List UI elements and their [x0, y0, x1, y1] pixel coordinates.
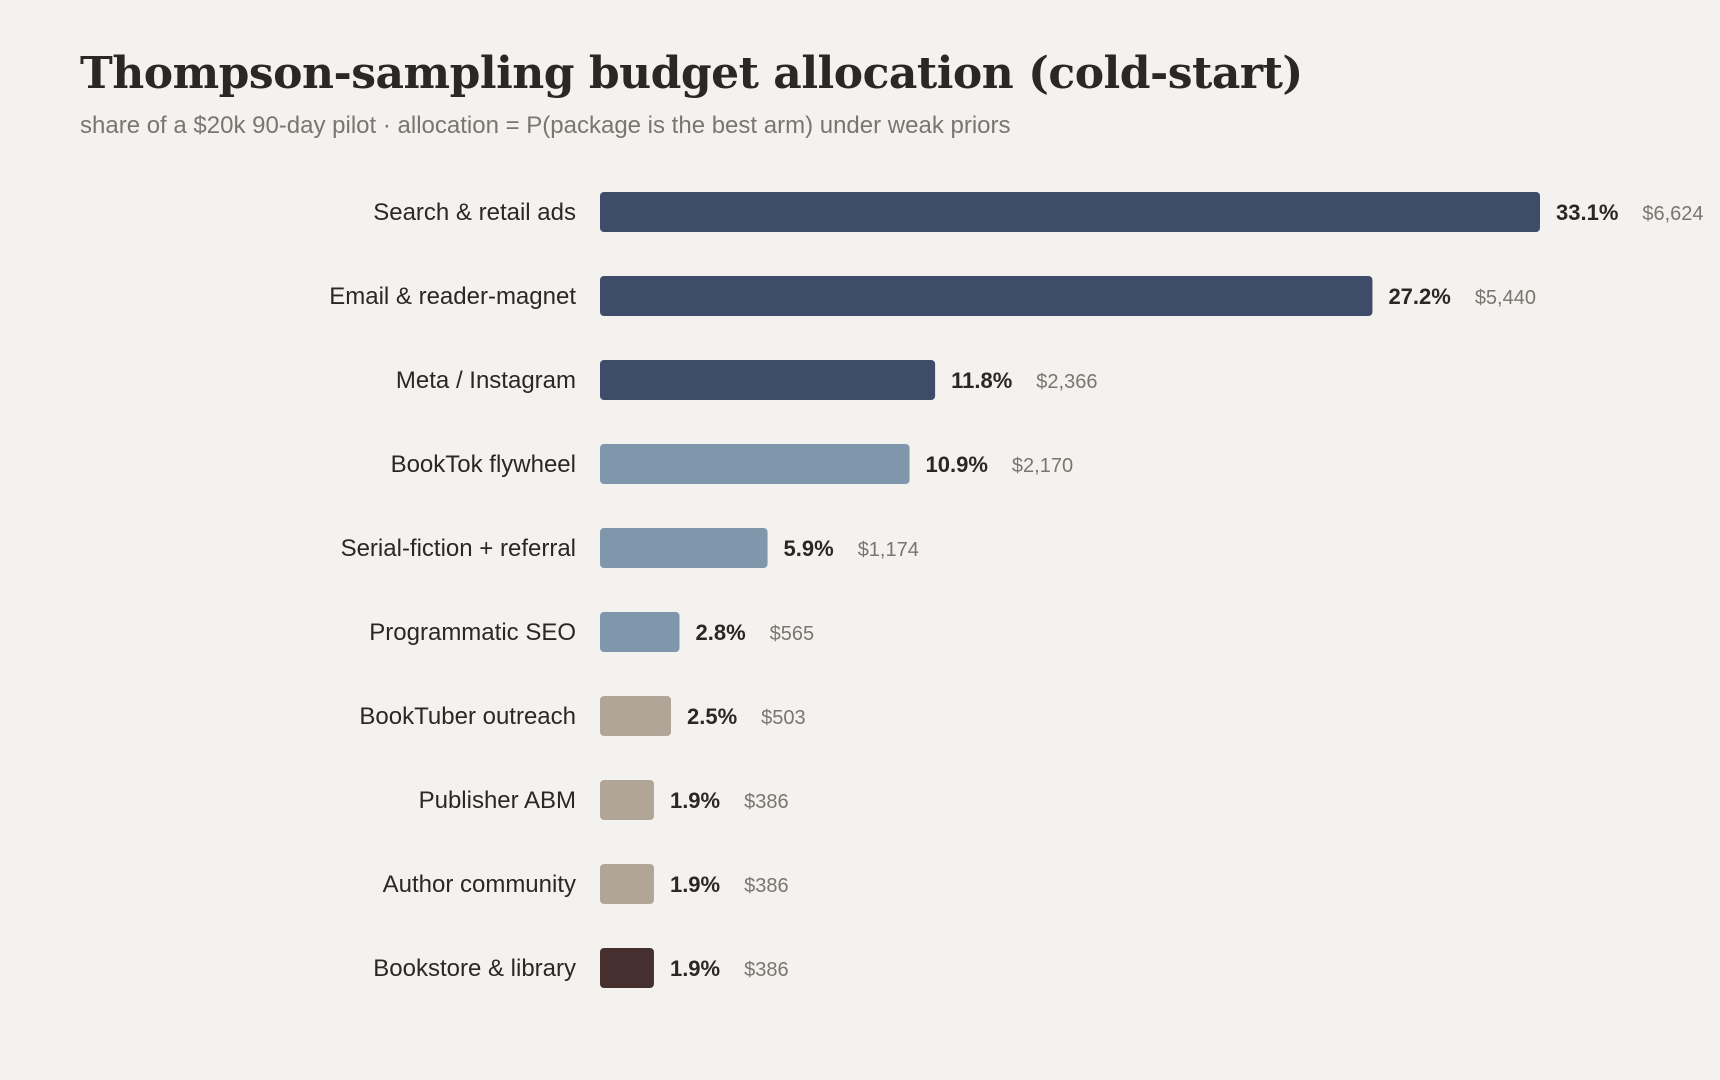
value-label: 1.9% [670, 788, 720, 813]
category-label: Meta / Instagram [396, 367, 576, 394]
amount-label: $386 [744, 791, 789, 813]
bar-row: Programmatic SEO 2.8% $565 [369, 612, 814, 652]
category-label: Author community [383, 871, 576, 898]
amount-label: $5,440 [1475, 287, 1536, 309]
value-label: 1.9% [670, 872, 720, 897]
value-label: 2.8% [696, 620, 746, 645]
amount-label: $1,174 [858, 539, 919, 561]
bar [600, 444, 910, 484]
chart-title: Thompson-sampling budget allocation (col… [80, 48, 1303, 99]
amount-label: $386 [744, 875, 789, 897]
bar-row: BookTok flywheel 10.9% $2,170 [391, 444, 1073, 484]
bar-row: Meta / Instagram 11.8% $2,366 [396, 360, 1097, 400]
amount-label: $2,170 [1012, 455, 1073, 477]
amount-label: $386 [744, 959, 789, 981]
category-label: Programmatic SEO [369, 619, 576, 646]
bar-row: Bookstore & library 1.9% $386 [373, 948, 789, 988]
category-label: BookTok flywheel [391, 451, 576, 478]
bar [600, 948, 654, 988]
bar-row: BookTuber outreach 2.5% $503 [359, 696, 806, 736]
bar-row: Email & reader-magnet 27.2% $5,440 [329, 276, 1536, 316]
category-label: Serial-fiction + referral [341, 535, 576, 562]
bar-row: Search & retail ads 33.1% $6,624 [373, 192, 1704, 232]
category-label: Publisher ABM [419, 787, 576, 814]
bar [600, 612, 680, 652]
value-label: 1.9% [670, 956, 720, 981]
bar-row: Publisher ABM 1.9% $386 [419, 780, 789, 820]
bar [600, 864, 654, 904]
bar [600, 780, 654, 820]
amount-label: $6,624 [1642, 203, 1703, 225]
category-label: BookTuber outreach [359, 703, 576, 730]
bar [600, 276, 1373, 316]
amount-label: $2,366 [1036, 371, 1097, 393]
bar [600, 696, 671, 736]
value-label: 11.8% [951, 368, 1012, 393]
category-label: Bookstore & library [373, 955, 576, 982]
bar [600, 192, 1540, 232]
value-label: 2.5% [687, 704, 737, 729]
bar-row: Author community 1.9% $386 [383, 864, 789, 904]
category-label: Search & retail ads [373, 199, 576, 226]
value-label: 5.9% [784, 536, 834, 561]
value-label: 27.2% [1388, 284, 1450, 309]
bar-row: Serial-fiction + referral 5.9% $1,174 [341, 528, 919, 568]
amount-label: $503 [761, 707, 806, 729]
bar [600, 528, 768, 568]
amount-label: $565 [770, 623, 815, 645]
bar [600, 360, 936, 400]
chart-subtitle: share of a $20k 90-day pilot · allocatio… [80, 112, 1011, 139]
category-label: Email & reader-magnet [329, 283, 576, 310]
value-label: 10.9% [926, 452, 988, 477]
value-label: 33.1% [1556, 200, 1618, 225]
